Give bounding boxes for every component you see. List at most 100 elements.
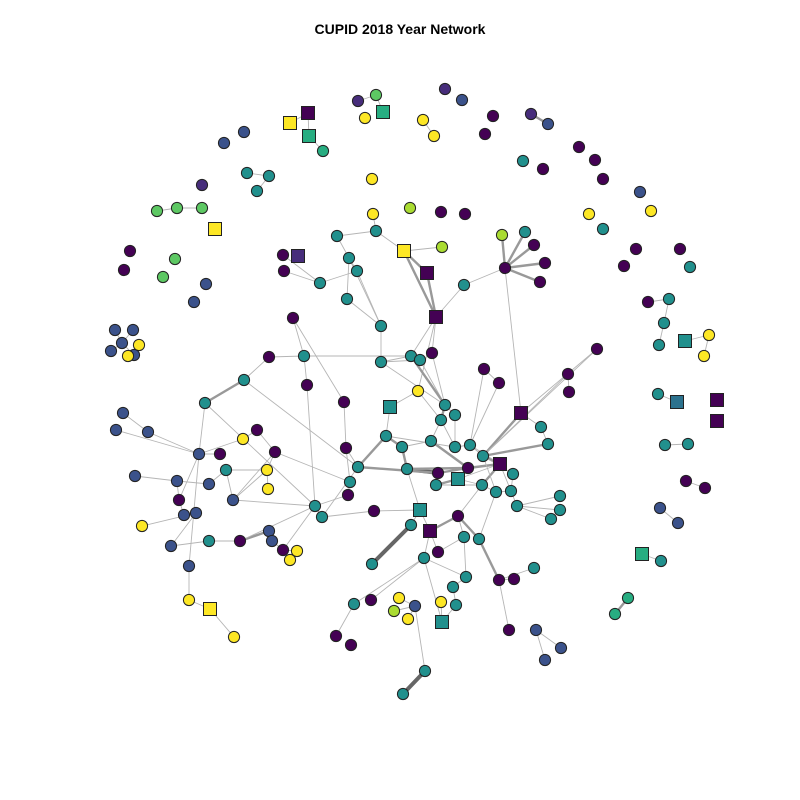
network-node-circle [108,323,122,337]
network-node-circle [198,396,212,410]
network-node-circle [418,664,432,678]
network-edge [402,249,438,319]
network-node-circle [250,184,264,198]
network-node-circle [277,264,291,278]
network-node-circle [403,201,417,215]
network-node-circle [561,367,575,381]
network-edge [239,505,316,542]
network-node-circle [262,169,276,183]
network-node-circle [654,554,668,568]
network-edge [353,557,425,605]
network-node-circle [446,580,460,594]
network-node-circle [702,328,716,342]
network-node-square [678,334,692,348]
network-node-circle [115,336,129,350]
network-node-circle [431,545,445,559]
network-node-circle [236,432,250,446]
network-node-circle [150,204,164,218]
network-node-circle [117,263,131,277]
network-node-circle [435,240,449,254]
network-node-circle [189,506,203,520]
network-node-circle [510,499,524,513]
network-edge [343,401,347,449]
network-edge [457,484,483,517]
network-edge [283,270,321,284]
network-node-circle [424,434,438,448]
network-edge [417,390,442,421]
network-node-circle [448,408,462,422]
network-node-circle [104,344,118,358]
network-node-circle [177,508,191,522]
network-node-circle [364,593,378,607]
network-edge [516,505,561,511]
network-edge [423,557,443,623]
network-edge [336,230,377,237]
network-node-circle [472,532,486,546]
network-node-circle [262,350,276,364]
network-node-circle [434,595,448,609]
network-node-circle [219,463,233,477]
network-edge [147,431,200,455]
network-node-circle [411,384,425,398]
network-node-circle [427,129,441,143]
network-node-circle [387,604,401,618]
network-node-circle [237,373,251,387]
network-node-square [291,249,305,263]
network-edge [373,509,421,512]
network-node-circle [192,447,206,461]
network-edge [243,379,359,468]
network-node-circle [492,376,506,390]
network-node-square [635,547,649,561]
network-node-circle [413,353,427,367]
network-node-circle [170,201,184,215]
network-edge [319,270,358,284]
network-node-circle [633,185,647,199]
network-node-circle [308,499,322,513]
network-node-circle [344,638,358,652]
network-node-circle [449,598,463,612]
network-edge [477,537,501,582]
network-node-circle [297,349,311,363]
network-edge [503,230,527,270]
network-node-circle [329,629,343,643]
network-node-circle [276,543,290,557]
network-edge [504,267,522,414]
network-node-circle [367,504,381,518]
network-node-circle [492,573,506,587]
network-edge [282,254,321,284]
network-node-circle [572,140,586,154]
network-node-circle [495,228,509,242]
network-node-circle [617,259,631,273]
network-edge [115,429,200,455]
network-node-circle [629,242,643,256]
plot-title: CUPID 2018 Year Network [314,21,486,37]
network-node-circle [316,144,330,158]
network-edge [346,298,382,327]
network-node-circle [226,493,240,507]
network-node-circle [527,561,541,575]
network-node-circle [533,275,547,289]
network-edge [516,495,561,507]
network-node-circle [553,503,567,517]
network-node-circle [502,623,516,637]
network-node-circle [553,489,567,503]
network-node-square [451,472,465,486]
network-node-circle [534,420,548,434]
network-edge [463,267,506,286]
network-node-circle [697,349,711,363]
network-node-circle [596,172,610,186]
network-node-square [208,222,222,236]
network-node-circle [463,438,477,452]
network-node-circle [538,653,552,667]
network-node-square [710,393,724,407]
network-edge [380,361,446,406]
network-node-circle [374,355,388,369]
network-node-circle [671,516,685,530]
network-node-circle [121,349,135,363]
network-node-circle [392,591,406,605]
network-node-circle [507,572,521,586]
network-node-square [420,266,434,280]
network-node-circle [476,449,490,463]
network-node-circle [438,82,452,96]
network-node-circle [340,292,354,306]
